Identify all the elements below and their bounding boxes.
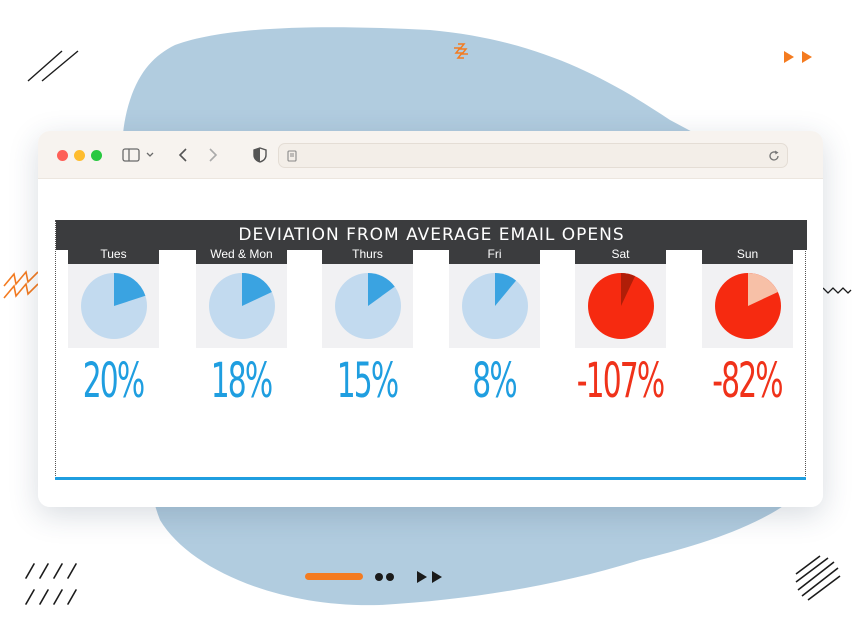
minimize-window-button[interactable] <box>74 150 85 161</box>
pie-chart <box>334 273 401 339</box>
zigzag-decoration-left <box>3 270 39 299</box>
stripes-decoration-bottom-right <box>795 555 841 601</box>
pie-chart <box>461 273 528 339</box>
day-label: Sun <box>702 245 793 264</box>
privacy-shield-icon[interactable] <box>252 145 268 165</box>
deviation-percent: 8% <box>472 353 517 409</box>
back-arrow-icon[interactable] <box>176 145 190 165</box>
maximize-window-button[interactable] <box>91 150 102 161</box>
day-label: Tues <box>68 245 159 264</box>
pie-slice <box>241 273 272 306</box>
day-label: Sat <box>575 245 666 264</box>
pie-chart-box <box>196 264 287 348</box>
day-column: Fri 8% <box>449 245 540 409</box>
browser-window: DEVIATION FROM AVERAGE EMAIL OPENS Tues 2… <box>38 131 823 507</box>
blue-divider <box>55 477 806 480</box>
pie-slice <box>113 273 145 306</box>
deviation-percent: 18% <box>210 353 273 409</box>
infographic-title: DEVIATION FROM AVERAGE EMAIL OPENS <box>56 220 807 250</box>
pie-chart-box <box>449 264 540 348</box>
sidebar-toggle-icon[interactable] <box>122 145 156 165</box>
pie-chart-box <box>322 264 413 348</box>
pie-chart <box>80 273 147 339</box>
day-column: Sat -107% <box>575 245 666 409</box>
day-column: Tues 20% <box>68 245 159 409</box>
pie-chart-box <box>575 264 666 348</box>
deviation-percent: 20% <box>82 353 145 409</box>
day-label: Fri <box>449 245 540 264</box>
pie-chart <box>587 273 654 339</box>
pie-chart-box <box>702 264 793 348</box>
day-label: Wed & Mon <box>196 245 287 264</box>
close-window-button[interactable] <box>57 150 68 161</box>
reload-icon[interactable] <box>767 148 781 164</box>
email-opens-infographic: DEVIATION FROM AVERAGE EMAIL OPENS <box>55 220 807 480</box>
pie-chart-box <box>68 264 159 348</box>
pie-slice <box>367 273 395 306</box>
carousel-indicator-decoration <box>305 571 442 583</box>
deviation-percent: 15% <box>336 353 399 409</box>
page-content: DEVIATION FROM AVERAGE EMAIL OPENS Tues 2… <box>38 179 823 507</box>
day-column: Wed & Mon 18% <box>196 245 287 409</box>
pie-slice <box>620 273 635 306</box>
zigzag-decoration-top <box>454 43 468 59</box>
play-arrows-decoration-top <box>784 51 812 63</box>
deviation-percent: -107% <box>576 353 665 409</box>
pie-chart <box>208 273 275 339</box>
pie-slice <box>747 273 778 306</box>
slash-lines-decoration <box>27 50 79 82</box>
day-label: Thurs <box>322 245 413 264</box>
pie-slice <box>494 273 516 306</box>
deviation-percent: -82% <box>712 353 783 409</box>
wave-decoration-right <box>822 287 852 294</box>
day-column: Thurs 15% <box>322 245 413 409</box>
hatch-decoration-bottom-left <box>25 563 77 605</box>
day-column: Sun -82% <box>702 245 793 409</box>
pie-chart <box>714 273 781 339</box>
browser-toolbar <box>38 131 823 179</box>
forward-arrow-icon[interactable] <box>206 145 220 165</box>
address-bar[interactable] <box>278 143 788 168</box>
page-icon <box>285 148 299 164</box>
